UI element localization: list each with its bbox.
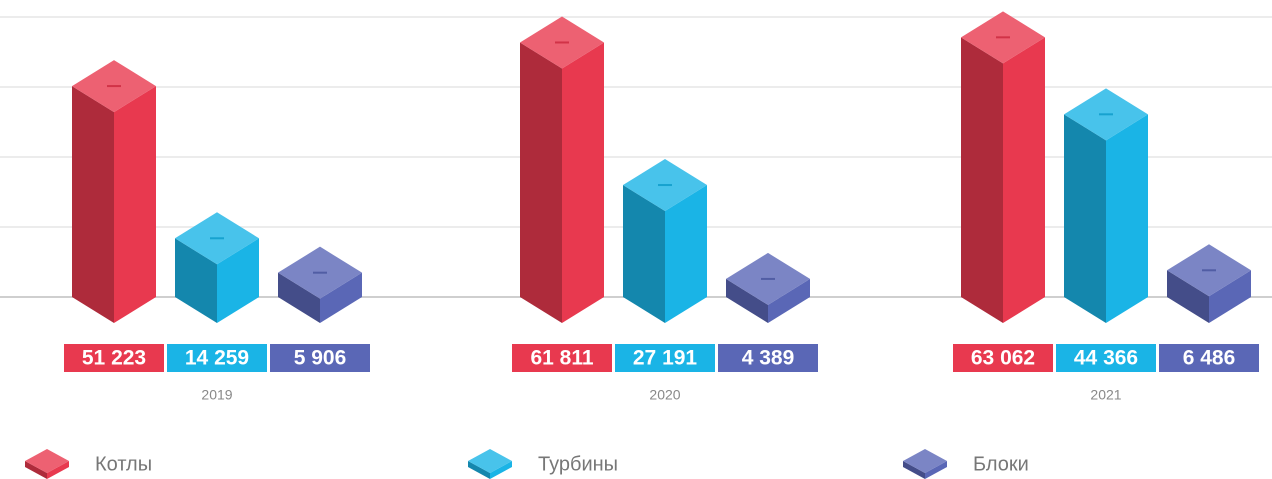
legend-icon — [468, 449, 512, 479]
value-label-bg — [64, 344, 164, 372]
bar-right-face — [1106, 114, 1148, 323]
value-label: 5 906 — [294, 347, 347, 370]
legend-icon-right — [925, 461, 947, 479]
bar — [623, 159, 707, 323]
legend-icon-top — [25, 449, 69, 473]
value-label-bg — [953, 344, 1053, 372]
legend-label: Котлы — [95, 453, 152, 475]
value-label-bg — [718, 344, 818, 372]
value-label-bg — [167, 344, 267, 372]
value-label-bg — [512, 344, 612, 372]
bar-left-face — [726, 278, 768, 323]
legend-label: Блоки — [973, 453, 1029, 475]
bar — [961, 11, 1045, 323]
value-label: 27 191 — [633, 347, 698, 370]
bar — [278, 246, 362, 323]
legend-icon-left — [903, 461, 925, 479]
bar — [1167, 244, 1251, 323]
value-label-bg — [1159, 344, 1259, 372]
value-label: 44 366 — [1074, 347, 1138, 370]
bar-left-face — [72, 86, 114, 324]
value-label: 14 259 — [185, 347, 249, 370]
bar-left-face — [278, 272, 320, 323]
legend-icon-right — [490, 461, 512, 479]
legend-icon-top — [903, 449, 947, 473]
bar-left-face — [961, 37, 1003, 323]
bar-right-face — [320, 272, 362, 323]
value-label-bg — [270, 344, 370, 372]
bar — [1064, 88, 1148, 323]
bar-right-face — [1003, 37, 1045, 323]
value-label: 63 062 — [971, 347, 1035, 370]
legend-icon-left — [25, 461, 47, 479]
legend-icon — [903, 449, 947, 479]
bar — [175, 212, 259, 323]
bar-right-face — [217, 238, 259, 323]
legend-icon-right — [47, 461, 69, 479]
bar-right-face — [562, 42, 604, 323]
bar-right-face — [114, 86, 156, 324]
value-label: 61 811 — [530, 347, 593, 370]
legend-icon-left — [468, 461, 490, 479]
bar-right-face — [768, 278, 810, 323]
bar-left-face — [623, 185, 665, 323]
legend-icon-top — [468, 449, 512, 473]
bar-left-face — [520, 42, 562, 323]
bar-right-face — [1209, 270, 1251, 323]
bar-left-face — [175, 238, 217, 323]
value-label-bg — [615, 344, 715, 372]
value-label: 6 486 — [1183, 347, 1236, 370]
value-label-bg — [1056, 344, 1156, 372]
bar-right-face — [665, 185, 707, 323]
x-tick-label: 2021 — [1090, 387, 1121, 403]
x-tick-label: 2020 — [649, 387, 680, 403]
bar — [520, 16, 604, 323]
bar-left-face — [1064, 114, 1106, 323]
value-label: 51 223 — [82, 347, 146, 370]
bar — [72, 60, 156, 324]
legend-label: Турбины — [538, 453, 618, 475]
bar-left-face — [1167, 270, 1209, 323]
bar — [726, 252, 810, 323]
value-label: 4 389 — [742, 347, 795, 370]
x-tick-label: 2019 — [201, 387, 232, 403]
legend-icon — [25, 449, 69, 479]
